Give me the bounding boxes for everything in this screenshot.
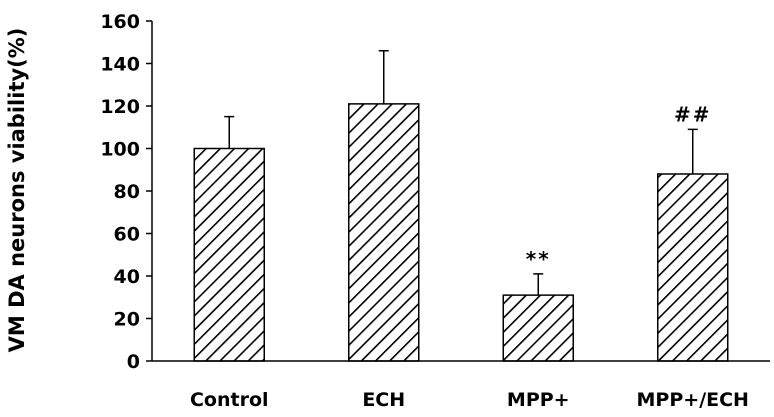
y-tick-label: 80 <box>114 181 140 203</box>
y-tick-label: 140 <box>100 54 140 76</box>
x-category-label: ECH <box>362 389 405 411</box>
y-tick-label: 100 <box>100 139 140 161</box>
bars <box>193 103 729 362</box>
bar <box>657 173 729 362</box>
y-tick-label: 120 <box>100 96 140 118</box>
bar <box>193 147 265 362</box>
bar <box>348 103 420 362</box>
y-tick-label: 160 <box>100 11 140 33</box>
significance-label: ## <box>674 102 712 126</box>
bar <box>502 294 574 362</box>
y-tick-label: 0 <box>127 351 140 373</box>
x-category-label: MPP+ <box>507 389 570 411</box>
significance-label: ** <box>526 247 551 271</box>
error-bars <box>224 50 698 296</box>
x-axis-categories: Control ECH MPP+ MPP+/ECH <box>190 389 749 411</box>
significance-annotations: ** ## <box>526 102 712 271</box>
y-tick-label: 60 <box>114 224 140 246</box>
x-category-label: Control <box>190 389 269 411</box>
y-axis-ticks: 0 20 40 60 80 100 120 140 160 <box>100 11 152 373</box>
y-tick-label: 40 <box>114 266 140 288</box>
y-tick-label: 20 <box>114 309 140 331</box>
x-category-label: MPP+/ECH <box>637 389 749 411</box>
y-axis-label: VM DA neurons viability(%) <box>5 28 29 353</box>
